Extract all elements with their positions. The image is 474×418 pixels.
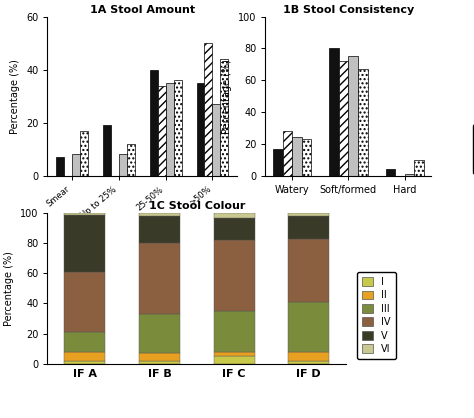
Y-axis label: Percentage (%): Percentage (%) [222, 59, 232, 134]
Bar [127, 144, 135, 176]
Bar [288, 239, 329, 302]
Bar [56, 157, 64, 176]
Bar [64, 352, 105, 361]
Y-axis label: Percentage (%): Percentage (%) [4, 251, 14, 326]
Bar [64, 213, 105, 215]
Bar [405, 174, 414, 176]
Bar [288, 361, 329, 364]
Bar [220, 59, 228, 176]
Title: 1B Stool Consistency: 1B Stool Consistency [283, 5, 414, 15]
Bar [64, 215, 105, 272]
Bar [339, 61, 348, 176]
Bar [150, 70, 158, 176]
Title: 1C Stool Colour: 1C Stool Colour [148, 201, 245, 211]
Bar [173, 80, 182, 176]
Bar [288, 213, 329, 216]
Legend: I, II, III, IV, V, VI: I, II, III, IV, V, VI [357, 272, 395, 359]
Bar [213, 213, 255, 218]
Bar [213, 218, 255, 240]
Bar [213, 311, 255, 352]
Bar [329, 48, 339, 176]
Bar [64, 272, 105, 332]
Bar [213, 352, 255, 356]
Bar [139, 361, 180, 364]
Bar [119, 154, 127, 176]
Bar [385, 169, 395, 176]
Bar [165, 83, 173, 176]
Bar [204, 43, 212, 176]
Bar [288, 216, 329, 239]
Bar [72, 154, 80, 176]
Bar [358, 69, 367, 176]
Y-axis label: Percentage (%): Percentage (%) [10, 59, 20, 134]
Bar [103, 125, 111, 176]
Bar [64, 361, 105, 364]
Bar [197, 83, 204, 176]
Bar [212, 104, 220, 176]
Bar [288, 302, 329, 352]
Bar [213, 356, 255, 364]
Bar [139, 353, 180, 361]
Bar [414, 160, 424, 176]
Title: 1A Stool Amount: 1A Stool Amount [90, 5, 195, 15]
Bar [139, 213, 180, 216]
Bar [139, 314, 180, 353]
Bar [64, 332, 105, 352]
Bar [80, 130, 88, 176]
Bar [301, 139, 311, 176]
Bar [348, 56, 358, 176]
Bar [292, 138, 301, 176]
Bar [213, 240, 255, 311]
Bar [288, 352, 329, 361]
Bar [158, 86, 165, 176]
Bar [139, 243, 180, 314]
Bar [139, 216, 180, 243]
Bar [273, 148, 283, 176]
Bar [283, 131, 292, 176]
